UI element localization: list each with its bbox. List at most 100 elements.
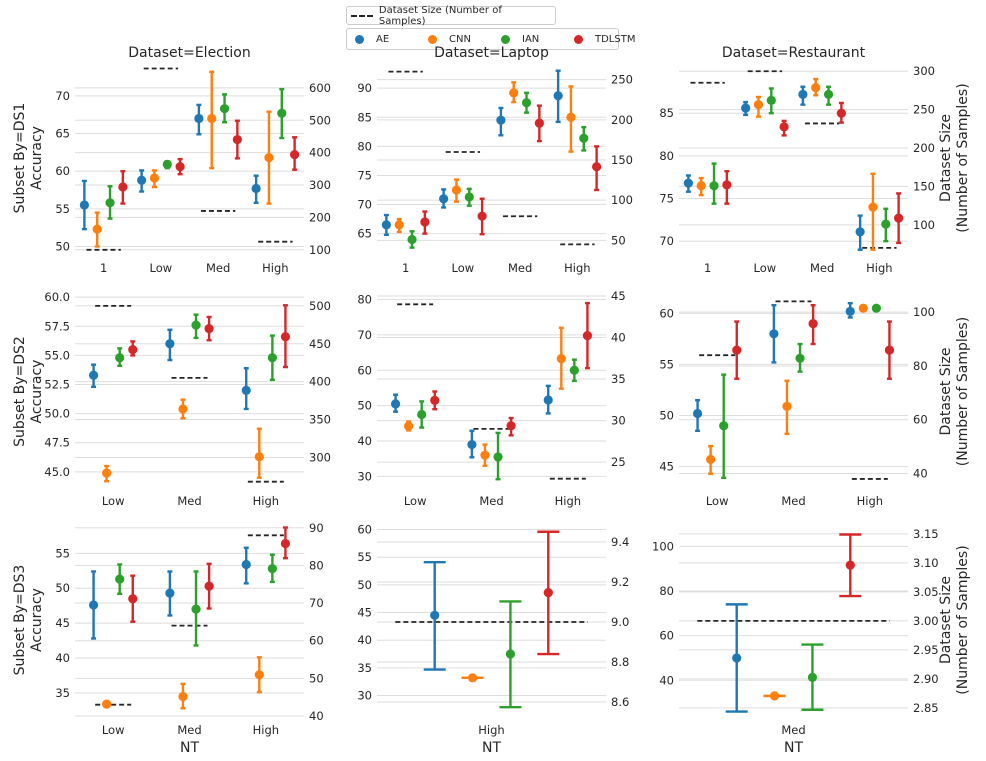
y2-tick-label: 30: [611, 414, 626, 428]
data-point: [191, 604, 201, 614]
y2-tick-label: 100: [913, 305, 935, 319]
x-tick-label: High: [253, 494, 279, 508]
y-tick-label: 65: [55, 127, 70, 141]
subplot-title: Dataset=Election: [128, 45, 250, 61]
y2-axis-label: Dataset Size(Number of Samples): [938, 545, 971, 694]
data-point: [477, 211, 487, 221]
y2-tick-label: 2.95: [913, 643, 939, 657]
x-tick-label: Med: [810, 261, 834, 275]
y-tick-label: 60: [659, 629, 674, 643]
data-point: [480, 450, 490, 460]
y-axis-label-line: Subset By=DS1: [12, 103, 28, 214]
x-axis-label: NT: [482, 740, 501, 756]
y-tick-label: 90: [357, 81, 372, 95]
y-tick-label: 45.0: [44, 465, 70, 479]
plot-area: [679, 62, 908, 254]
data-point: [467, 673, 478, 683]
legend-item-cnn: CNN: [424, 34, 489, 45]
data-point: [137, 175, 147, 185]
x-tick-label: Med: [177, 723, 201, 737]
data-point: [254, 670, 264, 680]
plot-area: [377, 296, 606, 487]
data-point: [92, 224, 102, 234]
subplot-1: 50 55 60 65 70 100 200 300 400 500 600 1 Low Med High D…: [12, 45, 331, 275]
data-point: [566, 112, 576, 122]
y2-tick-label: 8.8: [611, 655, 629, 669]
x-tick-label: Med: [781, 494, 805, 508]
data-point: [232, 134, 242, 145]
y-tick-label: 52.5: [44, 378, 70, 392]
data-point: [404, 421, 414, 431]
data-point: [464, 192, 474, 202]
y2-tick-label: 500: [309, 113, 331, 127]
y2-tick-label: 150: [913, 179, 935, 193]
data-point: [496, 115, 506, 125]
y2-tick-label: 9.4: [611, 535, 629, 549]
data-point: [267, 564, 277, 574]
data-point: [102, 699, 112, 709]
plot-area: [377, 524, 606, 716]
x-tick-label: Low: [404, 494, 427, 508]
y-tick-label: 50: [55, 239, 70, 253]
y-tick-label: 70: [357, 328, 372, 342]
y-tick-label: 40: [659, 673, 674, 687]
data-point: [204, 581, 214, 591]
data-point: [105, 198, 115, 208]
data-point: [569, 365, 579, 375]
subplot-3: 70 75 80 85 100 150 200 250 300 1 Low Med High Datase…: [659, 45, 971, 275]
y-tick-label: 70: [55, 89, 70, 103]
legend-label: TDLSTM: [595, 33, 636, 45]
y2-tick-label: 450: [309, 337, 331, 351]
x-tick-label: 1: [704, 261, 711, 275]
data-point: [795, 353, 805, 363]
legend-label: CNN: [449, 33, 471, 45]
y-tick-label: 40: [55, 651, 70, 665]
data-point: [543, 395, 553, 405]
x-tick-label: Med: [508, 261, 532, 275]
y2-tick-label: 400: [309, 375, 331, 389]
y-tick-label: 80: [357, 293, 372, 307]
data-point: [430, 395, 440, 405]
data-point: [505, 649, 516, 659]
y-tick-label: 60: [357, 363, 372, 377]
y-tick-label: 60: [55, 164, 70, 178]
y-tick-label: 45: [357, 606, 372, 620]
x-tick-label: Med: [781, 723, 805, 737]
subplot-7: 35 40 45 50 55 40 50 60 70 80 90 Low Med High NT Subset…: [12, 521, 324, 756]
data-point: [430, 610, 440, 620]
y2-tick-label: 3.15: [913, 527, 939, 541]
data-point: [149, 173, 160, 183]
data-point: [381, 220, 391, 230]
data-point: [509, 88, 519, 98]
data-point: [807, 672, 818, 682]
subplot-8: 30 35 40 45 50 55 60 8.6 8.8 9.0 9.2 9.4 High NT: [357, 523, 629, 756]
y-axis-label-line: Accuracy: [29, 126, 45, 190]
data-point: [191, 320, 201, 330]
y-tick-label: 85: [659, 106, 674, 120]
y2-tick-label: 350: [309, 413, 331, 427]
data-point: [165, 588, 175, 598]
x-tick-label: Med: [177, 494, 201, 508]
y-tick-label: 45: [659, 460, 674, 474]
data-point: [534, 118, 544, 128]
y-tick-label: 60: [659, 306, 674, 320]
y2-tick-label: 60: [309, 634, 324, 648]
x-tick-label: High: [478, 723, 504, 737]
data-point: [592, 162, 602, 172]
legend-dataset-size: Dataset Size (Number of Samples): [346, 5, 556, 27]
data-point: [118, 182, 128, 192]
data-point: [769, 329, 779, 339]
data-point: [267, 353, 277, 363]
legend-label: AE: [376, 33, 390, 45]
y-tick-label: 55: [55, 202, 70, 216]
y2-axis-label-line: (Number of Samples): [955, 545, 971, 694]
y2-tick-label: 150: [611, 153, 633, 167]
data-point: [219, 104, 230, 114]
y2-tick-label: 300: [913, 64, 935, 78]
data-point: [493, 452, 503, 462]
y-tick-label: 35: [55, 686, 70, 700]
data-point: [277, 108, 287, 118]
x-axis-label: NT: [784, 740, 803, 756]
data-point: [683, 178, 693, 188]
data-point: [165, 339, 175, 349]
